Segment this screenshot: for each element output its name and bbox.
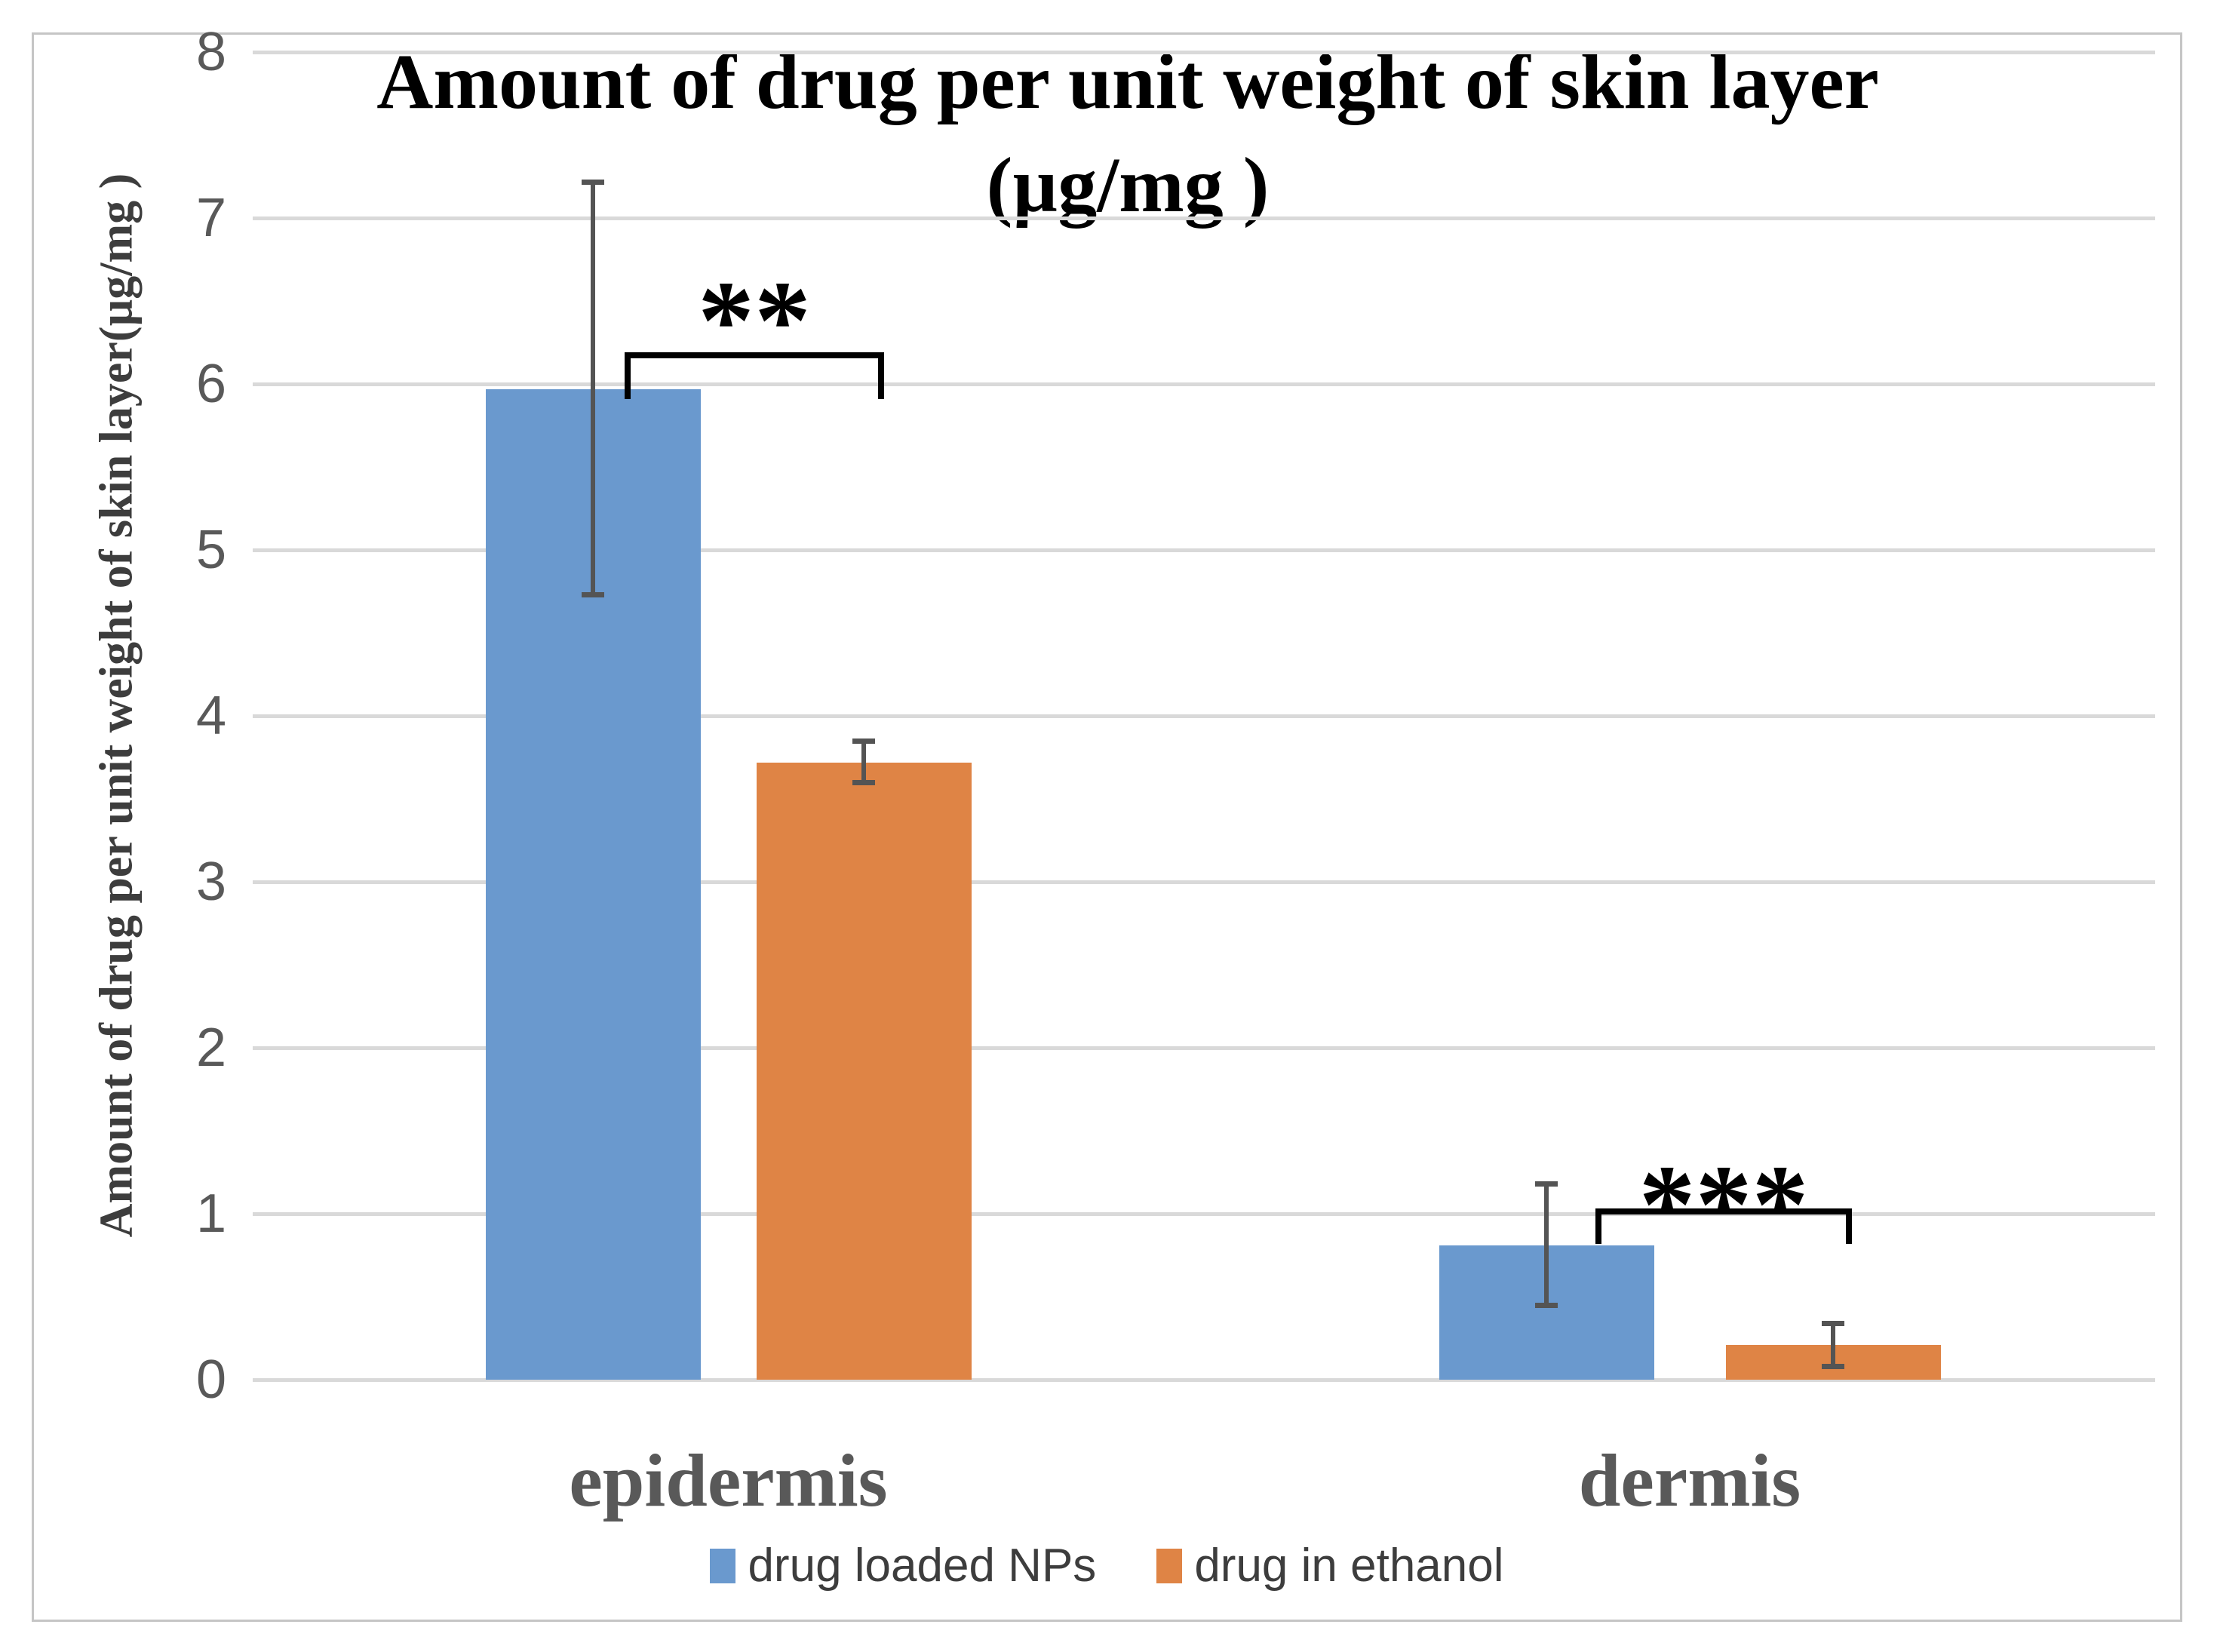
- gridline: [253, 382, 2155, 386]
- legend-swatch-icon: [1156, 1548, 1183, 1583]
- chart-title: Amount of drug per unit weight of skin l…: [376, 38, 1879, 125]
- legend: drug loaded NPs drug in ethanol: [0, 1539, 2214, 1592]
- significance-bracket: [1595, 1208, 1852, 1215]
- significance-bracket-end: [1846, 1208, 1852, 1244]
- y-tick-label: 4: [195, 686, 226, 746]
- chart-title-unit: (µg/mg ): [986, 142, 1270, 229]
- legend-label: drug in ethanol: [1194, 1540, 1504, 1592]
- figure-frame: [32, 32, 2182, 1622]
- gridline: [253, 1211, 2155, 1216]
- significance-label: ***: [1638, 1142, 1809, 1268]
- error-bar-cap-bottom: [852, 780, 875, 785]
- error-bar-cap-bottom: [1535, 1303, 1558, 1308]
- category-label-dermis: dermis: [1578, 1439, 1801, 1522]
- gridline: [253, 50, 2155, 54]
- gridline: [253, 1377, 2155, 1382]
- y-tick-label: 3: [195, 852, 226, 912]
- error-bar-cap-top: [582, 179, 604, 185]
- error-bar-cap-top: [852, 738, 875, 744]
- legend-swatch-icon: [710, 1548, 736, 1583]
- chart-title-block: Amount of drug per unit weight of skin l…: [272, 30, 1984, 238]
- category-label-epidermis: epidermis: [569, 1439, 888, 1522]
- significance-bracket-end: [625, 352, 631, 399]
- significance-bracket-end: [878, 352, 884, 399]
- y-tick-label: 6: [195, 354, 226, 414]
- gridline: [253, 216, 2155, 220]
- legend-item: drug in ethanol: [1156, 1539, 1504, 1592]
- gridline: [253, 880, 2155, 884]
- legend-item: drug loaded NPs: [710, 1539, 1096, 1592]
- y-tick-label: 7: [195, 188, 226, 248]
- y-tick-label: 5: [195, 520, 226, 580]
- error-bar-cap-top: [1822, 1321, 1844, 1327]
- error-bar-cap-bottom: [582, 592, 604, 598]
- legend-label: drug loaded NPs: [748, 1540, 1097, 1592]
- bar-epidermis-drug-in-ethanol: [756, 762, 972, 1380]
- gridline: [253, 1046, 2155, 1050]
- significance-bracket: [625, 352, 884, 359]
- error-bar: [1831, 1323, 1835, 1367]
- y-tick-label: 1: [195, 1184, 226, 1244]
- significance-label: **: [698, 257, 811, 383]
- error-bar-cap-top: [1535, 1181, 1558, 1187]
- error-bar: [861, 741, 866, 782]
- significance-bracket-end: [1595, 1208, 1601, 1244]
- error-bar: [1544, 1184, 1549, 1305]
- error-bar-cap-bottom: [1822, 1364, 1844, 1370]
- gridline: [253, 548, 2155, 552]
- error-bar: [591, 181, 595, 595]
- y-tick-label: 2: [195, 1018, 226, 1078]
- gridline: [253, 714, 2155, 718]
- y-tick-label: 8: [195, 22, 226, 82]
- y-tick-label: 0: [195, 1350, 226, 1410]
